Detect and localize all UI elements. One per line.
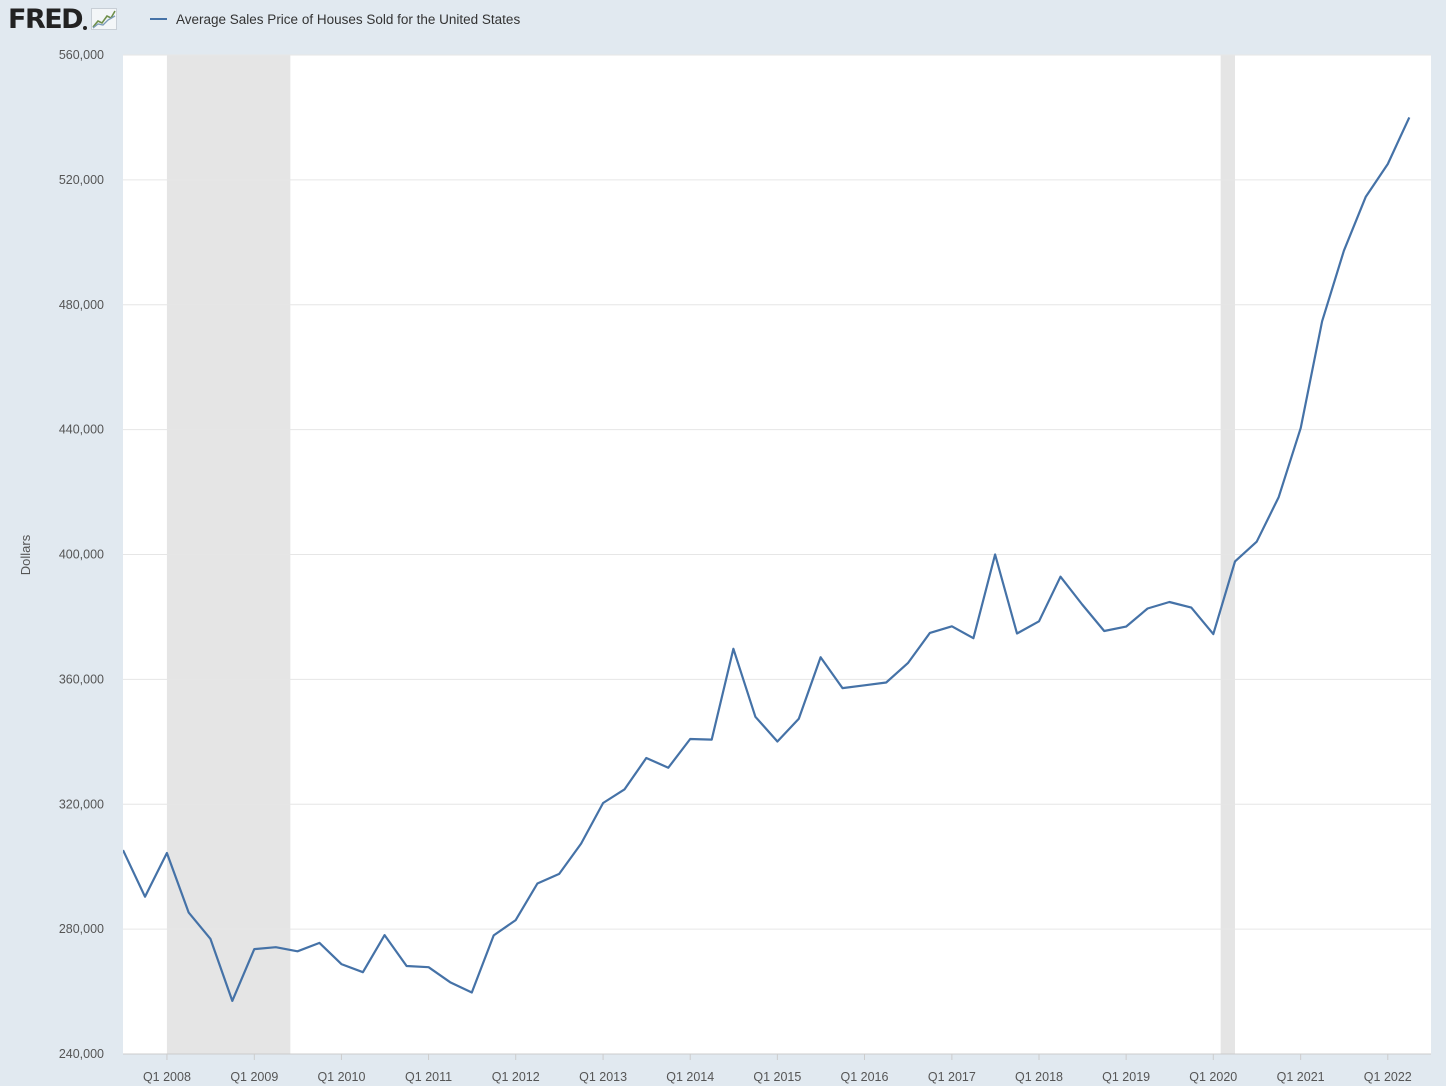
y-tick-label: 360,000 [59, 672, 104, 686]
chart-header: FRED Average Sales Price of Houses Sold … [0, 0, 1446, 40]
x-tick-label: Q1 2018 [1015, 1070, 1063, 1084]
x-tick-label: Q1 2012 [492, 1070, 540, 1084]
x-axis-ticks: Q1 2008 Q1 2009 Q1 2010 Q1 2011 Q1 2012 Q1 20… [123, 1053, 1431, 1084]
series-lines [123, 116, 1411, 1003]
fred-logo[interactable]: FRED [8, 2, 118, 36]
x-tick-label: Q1 2017 [928, 1070, 976, 1084]
y-axis-ticks: 240,000 280,000 320,000 360,000 400,000 440,0… [59, 48, 104, 1061]
x-tick-label: Q1 2009 [230, 1070, 278, 1084]
x-tick-label: Q1 2020 [1189, 1070, 1237, 1084]
logo-registered-dot [83, 26, 88, 30]
x-tick-label: Q1 2008 [143, 1070, 191, 1084]
y-tick-label: 440,000 [59, 423, 104, 437]
legend-series-label: Average Sales Price of Houses Sold for t… [176, 11, 521, 27]
y-tick-label: 280,000 [59, 922, 104, 936]
chart-legend: Average Sales Price of Houses Sold for t… [150, 9, 520, 29]
x-tick-label: Q1 2022 [1364, 1070, 1412, 1084]
y-tick-label: 520,000 [59, 173, 104, 187]
x-tick-label: Q1 2011 [405, 1070, 452, 1084]
legend-series-swatch [150, 18, 167, 20]
x-tick-label: Q1 2013 [579, 1070, 627, 1084]
x-tick-label: Q1 2015 [753, 1070, 801, 1084]
fred-logo-text: FRED [8, 3, 84, 35]
x-tick-label: Q1 2014 [666, 1070, 714, 1084]
series-line[interactable] [123, 116, 1411, 1003]
y-axis-title: Dollars [18, 534, 33, 575]
y-tick-label: 240,000 [59, 1047, 104, 1061]
x-tick-label: Q1 2016 [841, 1070, 889, 1084]
y-tick-label: 480,000 [59, 298, 104, 312]
y-tick-label: 400,000 [59, 548, 104, 562]
x-tick-label: Q1 2021 [1277, 1070, 1325, 1084]
x-tick-label: Q1 2019 [1102, 1070, 1150, 1084]
line-chart-icon [91, 8, 118, 30]
x-tick-label: Q1 2010 [317, 1070, 365, 1084]
y-tick-label: 560,000 [59, 48, 104, 62]
y-tick-label: 320,000 [59, 797, 104, 811]
